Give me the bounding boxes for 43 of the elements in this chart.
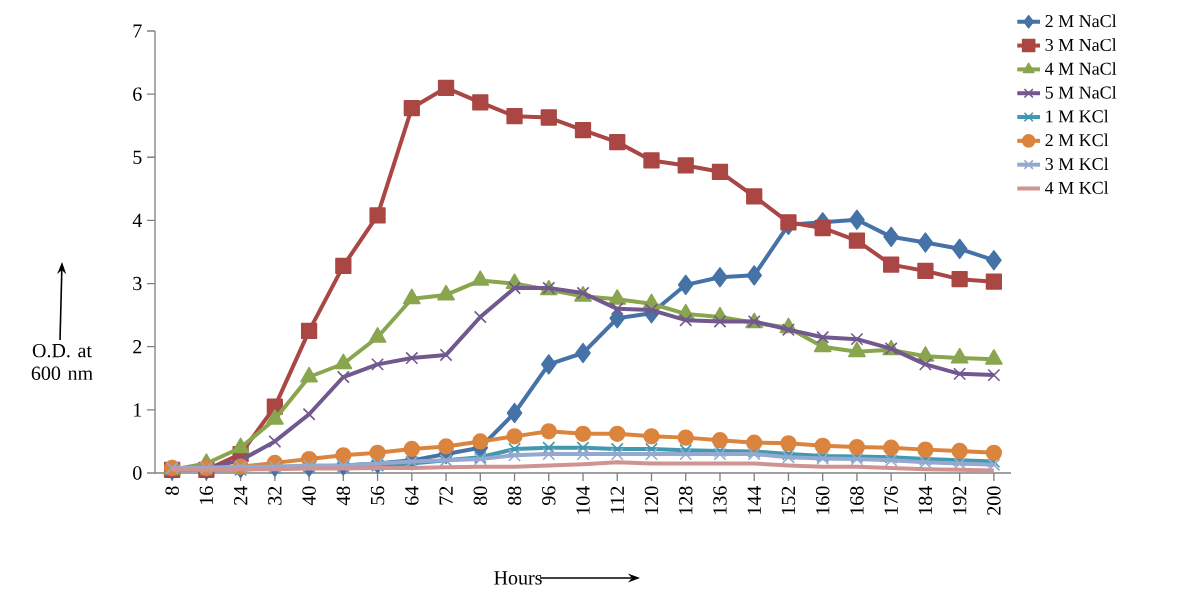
- legend-label: 2 M KCl: [1045, 133, 1109, 147]
- x-tick-label: 16: [199, 486, 214, 504]
- y-tick-label: 6: [133, 87, 142, 101]
- legend-label: 4 M NaCl: [1045, 62, 1117, 75]
- legend-label: 4 M KCl: [1045, 181, 1109, 194]
- x-tick-label: 200: [987, 486, 1001, 515]
- x-tick-label: 80: [473, 486, 488, 505]
- legend-label: 3 M KCl: [1045, 157, 1109, 171]
- y-tick-label: 0: [133, 466, 142, 480]
- legend-label: 2 M NaCl: [1045, 14, 1117, 28]
- x-tick-label: 152: [781, 486, 796, 514]
- legend-label: 5 M NaCl: [1045, 85, 1117, 99]
- x-tick-label: 120: [644, 486, 659, 514]
- x-tick-label: 176: [884, 486, 898, 514]
- x-tick-label: 96: [542, 486, 556, 506]
- x-tick-label: 104: [576, 486, 590, 514]
- x-tick-label: 168: [850, 486, 864, 514]
- y-tick-label: 1: [134, 403, 142, 417]
- y-axis-title: O.D. at 600 nm: [31, 343, 93, 381]
- x-tick-label: 72: [439, 486, 453, 505]
- legend-label: 1 M KCl: [1046, 109, 1109, 123]
- y-tick-label: 5: [133, 150, 142, 164]
- x-tick-label: 184: [918, 486, 933, 514]
- x-tick-label: 24: [234, 486, 248, 505]
- legend-label: 3 M NaCl: [1045, 38, 1117, 51]
- x-tick-label: 32: [268, 486, 282, 505]
- y-tick-label: 7: [133, 24, 142, 38]
- x-tick-label: 64: [405, 486, 419, 505]
- x-tick-label: 136: [713, 486, 727, 514]
- x-tick-label: 112: [610, 486, 624, 514]
- x-tick-label: 40: [302, 486, 316, 506]
- x-tick-label: 48: [336, 486, 351, 506]
- x-tick-label: 192: [952, 486, 967, 514]
- x-tick-label: 56: [370, 486, 385, 505]
- y-tick-label: 2: [133, 340, 142, 354]
- x-axis-title: Hours: [494, 571, 542, 585]
- y-tick-label: 3: [133, 276, 142, 291]
- x-tick-label: 8: [165, 486, 179, 495]
- x-tick-label: 128: [678, 486, 693, 514]
- y-tick-label: 4: [132, 213, 142, 228]
- x-tick-label: 160: [815, 486, 830, 514]
- x-tick-label: 88: [507, 486, 522, 505]
- x-tick-label: 144: [747, 486, 761, 514]
